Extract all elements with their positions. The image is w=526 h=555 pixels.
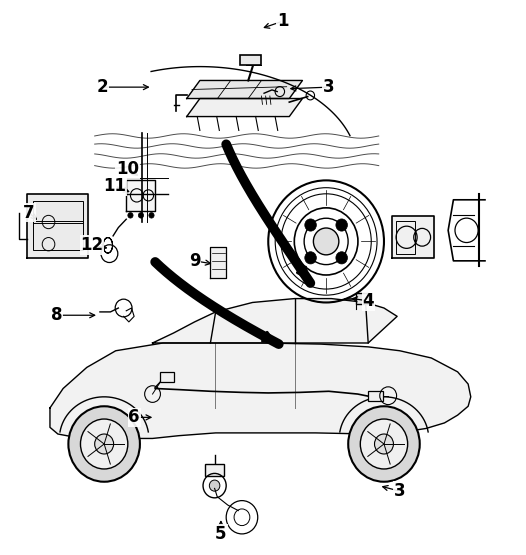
Polygon shape: [187, 80, 302, 99]
Text: 6: 6: [128, 408, 140, 426]
Polygon shape: [392, 216, 434, 258]
Text: 10: 10: [116, 160, 139, 178]
Circle shape: [336, 219, 348, 231]
Circle shape: [375, 434, 393, 454]
Text: 9: 9: [189, 252, 200, 270]
Text: 4: 4: [362, 292, 374, 310]
Circle shape: [149, 213, 154, 218]
Circle shape: [95, 434, 114, 454]
Text: 7: 7: [23, 204, 35, 221]
Bar: [240, 55, 261, 65]
Bar: [33, 221, 83, 250]
Text: 5: 5: [215, 525, 227, 543]
Bar: [368, 391, 383, 401]
Circle shape: [128, 213, 133, 218]
Circle shape: [80, 419, 128, 469]
Polygon shape: [153, 299, 397, 343]
Bar: [205, 464, 224, 476]
Circle shape: [138, 213, 144, 218]
Text: 8: 8: [51, 306, 63, 324]
Polygon shape: [210, 247, 226, 278]
Circle shape: [348, 406, 420, 482]
Bar: [33, 200, 83, 223]
Circle shape: [68, 406, 140, 482]
Text: 2: 2: [97, 78, 108, 96]
Polygon shape: [50, 343, 471, 438]
Circle shape: [360, 419, 408, 469]
Text: 12: 12: [80, 236, 104, 254]
Circle shape: [336, 252, 348, 264]
Polygon shape: [27, 194, 88, 258]
Polygon shape: [187, 99, 302, 117]
Circle shape: [305, 252, 316, 264]
Text: 3: 3: [394, 482, 406, 500]
Bar: [356, 293, 368, 304]
Polygon shape: [126, 180, 155, 211]
Bar: [396, 221, 415, 254]
Text: 1: 1: [277, 12, 289, 30]
Bar: [160, 372, 174, 382]
Circle shape: [313, 228, 339, 255]
Circle shape: [305, 219, 316, 231]
Text: 11: 11: [103, 177, 126, 195]
Circle shape: [209, 480, 220, 491]
Text: 3: 3: [323, 78, 335, 96]
